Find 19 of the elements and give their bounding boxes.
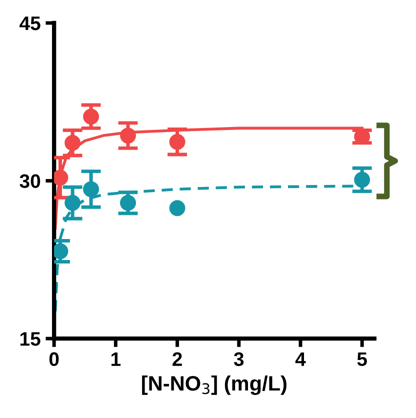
x-tick-label: 3 — [234, 352, 244, 366]
point — [354, 172, 370, 188]
point — [169, 200, 186, 216]
y-tick-label: 45 — [20, 16, 40, 30]
point — [169, 134, 186, 150]
point — [120, 194, 136, 211]
x-tick-label: 0 — [49, 352, 59, 366]
point — [64, 134, 81, 151]
point — [64, 194, 81, 211]
x-tick-label: 5 — [357, 352, 367, 366]
x-axis-title: [N-NO$_{3}$] (mg/L) — [142, 375, 286, 395]
y-tick-label: 15 — [20, 332, 40, 346]
point — [120, 128, 136, 144]
x-tick-label: 2 — [172, 352, 182, 366]
point — [83, 108, 100, 125]
y-tick-label: 30 — [20, 174, 40, 188]
point — [83, 181, 100, 198]
x-tick-label: 4 — [295, 352, 306, 366]
x-tick-label: 1 — [112, 352, 121, 366]
